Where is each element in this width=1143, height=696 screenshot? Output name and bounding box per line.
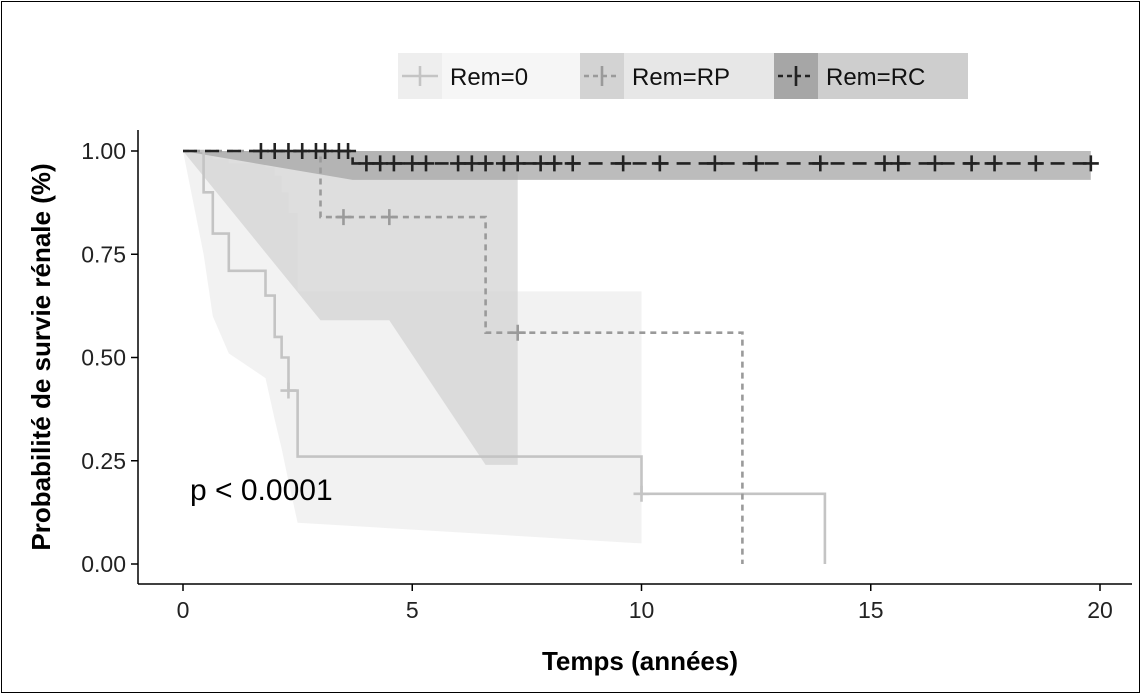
censor-mark-rem-rc — [748, 155, 765, 172]
legend: Rem=0 Rem=RP Rem=RC — [398, 53, 968, 99]
legend-key-band-rem-0 — [442, 53, 582, 99]
y-tick-label: 0.50 — [81, 345, 126, 371]
legend-key-band-rem-rp — [624, 53, 774, 99]
censor-mark-rem-rc — [1082, 155, 1099, 172]
censor-mark-rem-rc — [495, 155, 512, 172]
censor-mark-rem-rc — [651, 155, 668, 172]
y-axis-label: Probabilité de survie rénale (%) — [26, 163, 56, 550]
censor-mark-rem-rc — [890, 155, 907, 172]
censor-mark-rem-rc — [418, 155, 435, 172]
legend-key-band-rem-rc — [818, 53, 968, 99]
ci-band-rem-rp — [183, 151, 518, 465]
censor-mark-rem-rc — [294, 143, 311, 159]
censor-mark-rem-rc — [963, 155, 980, 172]
y-tick-label: 1.00 — [81, 138, 126, 164]
censor-mark-rem-rc — [252, 143, 269, 159]
censor-mark-rem-rc — [615, 155, 632, 172]
x-tick-label: 15 — [858, 597, 884, 623]
censor-mark-rem-rc — [477, 155, 494, 172]
censor-mark-rem-rp — [381, 209, 398, 226]
x-tick-label: 20 — [1087, 597, 1113, 623]
censor-mark-rem-0 — [280, 382, 297, 399]
x-axis-label: Temps (années) — [542, 646, 738, 676]
censor-mark-rem-rc — [926, 155, 943, 172]
p-value-annotation: p < 0.0001 — [190, 474, 333, 507]
legend-label-rem-rp: Rem=RP — [632, 64, 730, 91]
censor-mark-rem-rc — [706, 155, 723, 172]
censor-mark-rem-rc — [372, 155, 389, 172]
censor-mark-rem-rc — [463, 155, 480, 172]
censor-mark-rem-rc — [280, 143, 297, 159]
y-tick-label: 0.25 — [81, 448, 126, 474]
censor-mark-rem-rc — [266, 143, 283, 159]
censor-mark-rem-rc — [450, 155, 467, 172]
y-tick-label: 0.00 — [81, 551, 126, 577]
censor-mark-rem-rc — [532, 155, 549, 172]
censor-mark-rem-rc — [358, 155, 375, 172]
censor-mark-rem-rc — [986, 155, 1003, 172]
x-tick-label: 0 — [177, 597, 190, 623]
ci-band-rem-rc — [183, 151, 1091, 180]
censor-mark-rem-0 — [633, 485, 650, 502]
ticks: 0.00 0.25 0.50 0.75 1.00 0 5 10 15 20 — [81, 138, 1113, 623]
censor-mark-rem-rp — [509, 324, 526, 341]
legend-label-rem-0: Rem=0 — [450, 64, 528, 91]
legend-label-rem-rc: Rem=RC — [826, 64, 925, 91]
censor-mark-rem-rc — [385, 155, 402, 172]
censor-mark-rem-rc — [812, 155, 829, 172]
x-tick-label: 5 — [406, 597, 419, 623]
censor-mark-rem-rc — [564, 155, 581, 172]
x-tick-label: 10 — [629, 597, 655, 623]
censor-mark-rem-rc — [509, 155, 526, 172]
censor-mark-rem-rc — [876, 155, 893, 172]
y-tick-label: 0.75 — [81, 241, 126, 267]
censor-mark-rem-rc — [340, 143, 357, 159]
censor-mark-rem-rc — [546, 155, 563, 172]
curve-rem-0 — [183, 149, 827, 564]
censor-mark-rem-rc — [317, 143, 334, 159]
censor-mark-rem-rc — [404, 155, 421, 172]
censor-mark-rem-rp — [335, 209, 352, 226]
censor-marks — [252, 143, 1099, 502]
censor-mark-rem-rc — [1027, 155, 1044, 172]
